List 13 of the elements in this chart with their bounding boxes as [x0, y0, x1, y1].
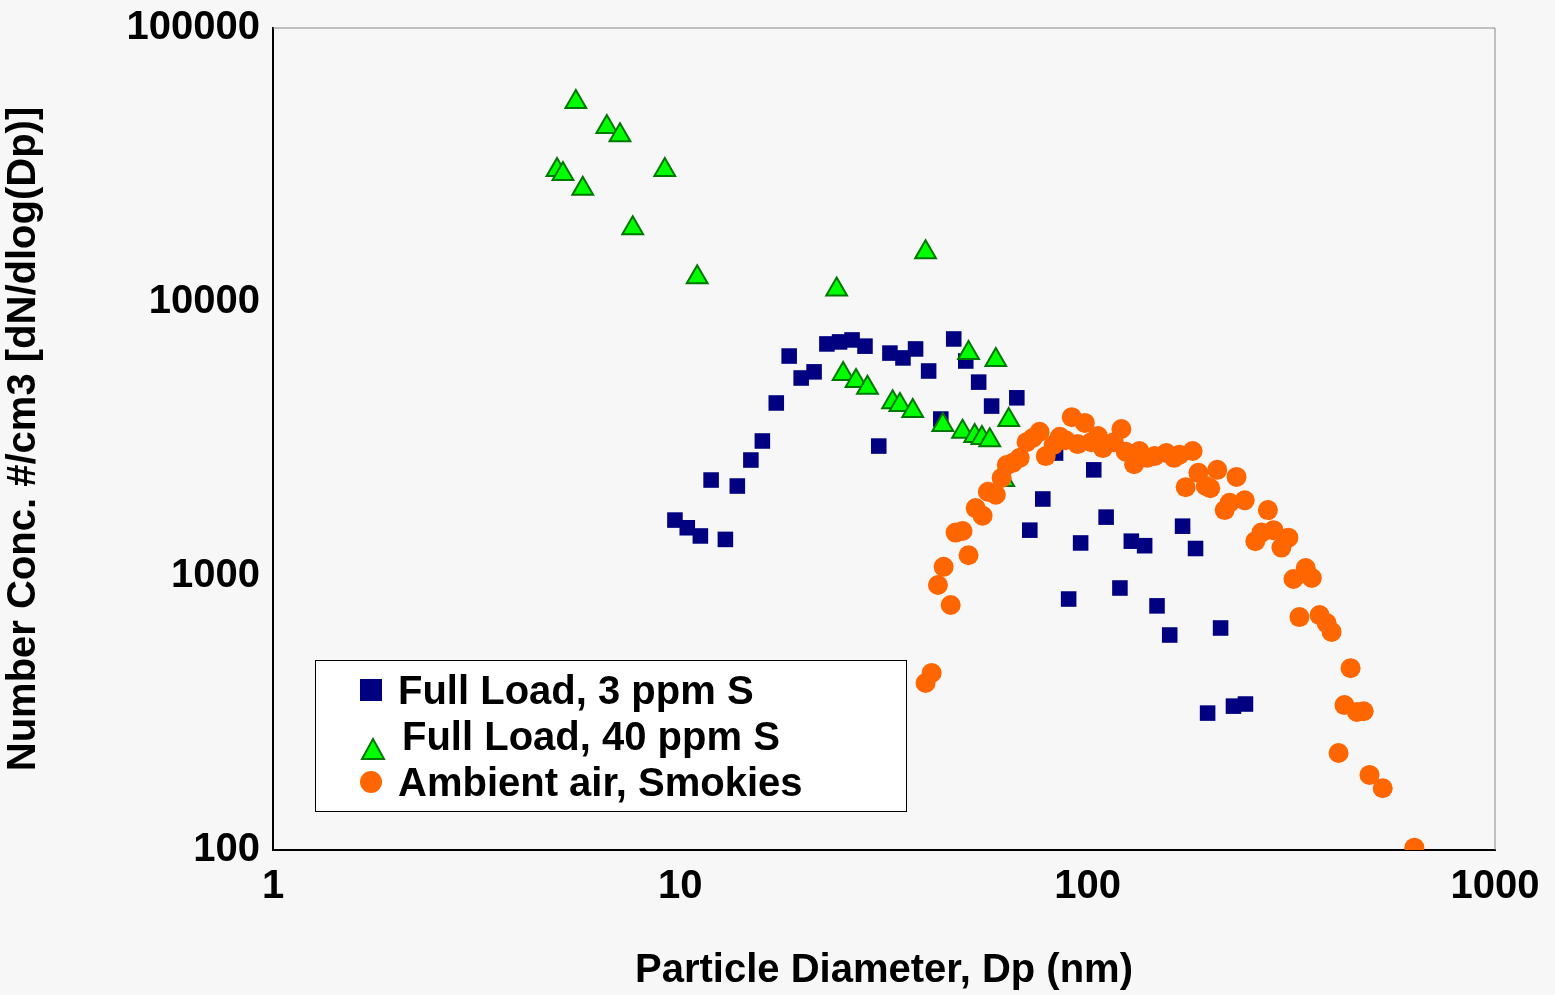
- legend-label: Full Load, 40 ppm S: [402, 713, 780, 759]
- x-tick-label: 1000: [1450, 862, 1540, 907]
- x-tick-label: 100: [1054, 862, 1122, 907]
- y-tick-label: 100000: [126, 3, 260, 48]
- legend-label: Full Load, 3 ppm S: [398, 667, 754, 713]
- y-tick-label: 1000: [171, 551, 260, 596]
- y-tick-label: 100: [193, 825, 260, 870]
- y-axis-title: Number Conc. #/cm3 [dN/dlog(Dp)]: [0, 106, 44, 772]
- y-tick-label: 10000: [148, 277, 260, 322]
- x-tick-label: 10: [658, 862, 703, 907]
- legend-label: Ambient air, Smokies: [398, 759, 803, 805]
- x-axis-title: Particle Diameter, Dp (nm): [635, 946, 1133, 991]
- x-tick-label: 1: [261, 862, 285, 907]
